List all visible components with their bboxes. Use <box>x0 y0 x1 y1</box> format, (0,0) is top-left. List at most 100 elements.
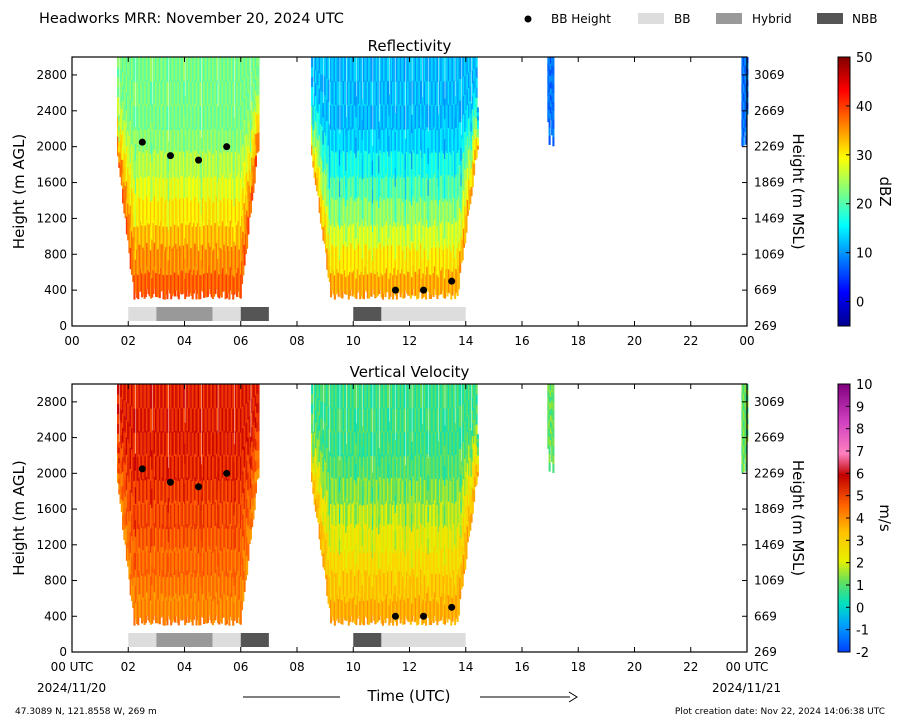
heatmap-cell <box>548 57 551 67</box>
heatmap-cell <box>227 454 230 479</box>
heatmap-cell <box>375 384 378 409</box>
heatmap-cell <box>160 57 163 81</box>
heatmap-cell <box>450 600 453 626</box>
heatmap-cell <box>252 151 255 166</box>
heatmap-cell <box>190 502 193 528</box>
heatmap-cell <box>256 412 259 423</box>
heatmap-cell <box>397 222 400 247</box>
heatmap-cell <box>385 174 388 199</box>
heatmap-cell <box>218 105 221 130</box>
heatmap-cell <box>229 569 232 594</box>
heatmap-cell <box>341 153 344 179</box>
heatmap-cell <box>364 430 367 455</box>
heatmap-cell <box>158 177 161 202</box>
heatmap-cell <box>430 504 433 529</box>
heatmap-cell <box>225 479 228 505</box>
heatmap-cell <box>422 431 425 457</box>
heatmap-cell <box>345 170 348 189</box>
heatmap-cell <box>361 544 364 566</box>
heatmap-cell <box>431 175 434 200</box>
heatmap-cell <box>230 525 233 550</box>
heatmap-cell <box>224 201 227 227</box>
heatmap-cell <box>157 272 160 298</box>
heatmap-cell <box>312 160 315 168</box>
heatmap-cell <box>456 152 459 177</box>
heatmap-cell <box>422 527 425 552</box>
heatmap-cell <box>254 427 258 439</box>
heatmap-cell <box>445 244 448 269</box>
heatmap-cell <box>239 552 242 577</box>
heatmap-cell <box>383 127 386 153</box>
heatmap-cell <box>419 242 422 267</box>
heatmap-cell <box>239 384 242 409</box>
heatmap-cell <box>460 461 463 475</box>
heatmap-cell <box>180 270 183 295</box>
heatmap-cell <box>424 250 428 276</box>
heatmap-cell <box>192 572 196 597</box>
heatmap-cell <box>452 220 455 245</box>
heatmap-cell <box>153 103 156 128</box>
heatmap-cell <box>371 500 374 516</box>
heatmap-cell <box>125 472 128 491</box>
heatmap-cell <box>179 221 182 246</box>
heatmap-cell <box>351 57 354 82</box>
heatmap-cell <box>398 127 401 152</box>
heatmap-cell <box>446 384 449 409</box>
heatmap-cell <box>138 430 141 455</box>
heatmap-cell <box>194 196 197 221</box>
heatmap-cell <box>470 121 473 132</box>
heatmap-cell <box>146 149 149 174</box>
heatmap-cell <box>244 403 247 424</box>
heatmap-cell <box>327 581 330 604</box>
heatmap-cell <box>118 115 121 122</box>
heatmap-cell <box>241 474 244 498</box>
heatmap-cell <box>215 57 218 81</box>
heatmap-cell <box>549 81 552 89</box>
heatmap-cell <box>118 478 121 485</box>
heatmap-cell <box>218 225 221 251</box>
heatmap-cell <box>413 104 416 130</box>
heatmap-cell <box>225 153 228 178</box>
heatmap-cell <box>319 156 322 174</box>
heatmap-cell <box>153 219 156 243</box>
heatmap-cell <box>230 431 233 456</box>
bb-height-marker <box>195 156 203 164</box>
heatmap-cell <box>451 526 454 551</box>
heatmap-cell <box>330 152 333 178</box>
legend-bb-height-marker <box>524 15 532 23</box>
heatmap-cell <box>447 127 450 152</box>
heatmap-cell <box>413 247 416 273</box>
heatmap-cell <box>196 270 199 295</box>
heatmap-cell <box>394 258 397 278</box>
heatmap-cell <box>341 456 344 481</box>
heatmap-cell <box>407 152 410 177</box>
heatmap-cell <box>417 599 420 625</box>
heatmap-cell <box>312 487 315 495</box>
heatmap-cell <box>404 525 407 542</box>
heatmap-cell <box>368 432 371 457</box>
heatmap-cell <box>450 528 453 554</box>
heatmap-cell <box>128 115 131 136</box>
heatmap-cell <box>195 129 198 155</box>
heatmap-cell <box>333 153 336 179</box>
heatmap-cell <box>230 478 233 503</box>
heatmap-cell <box>137 552 140 578</box>
heatmap-cell <box>461 97 464 119</box>
heatmap-cell <box>424 480 428 506</box>
heatmap-cell <box>224 600 227 626</box>
heatmap-cell <box>375 224 378 250</box>
heatmap-cell <box>443 238 447 259</box>
heatmap-cell <box>405 595 409 620</box>
heatmap-cell <box>369 407 372 433</box>
heatmap-cell <box>223 570 226 595</box>
heatmap-cell <box>182 57 185 82</box>
heatmap-cell <box>368 129 371 155</box>
heatmap-cell <box>426 219 429 244</box>
heatmap-cell <box>450 177 453 203</box>
heatmap-cell <box>426 126 429 151</box>
heatmap-cell <box>443 604 447 625</box>
heatmap-cell <box>324 500 328 521</box>
heatmap-cell <box>438 57 441 82</box>
heatmap-cell <box>416 105 419 131</box>
heatmap-cell <box>745 83 748 93</box>
